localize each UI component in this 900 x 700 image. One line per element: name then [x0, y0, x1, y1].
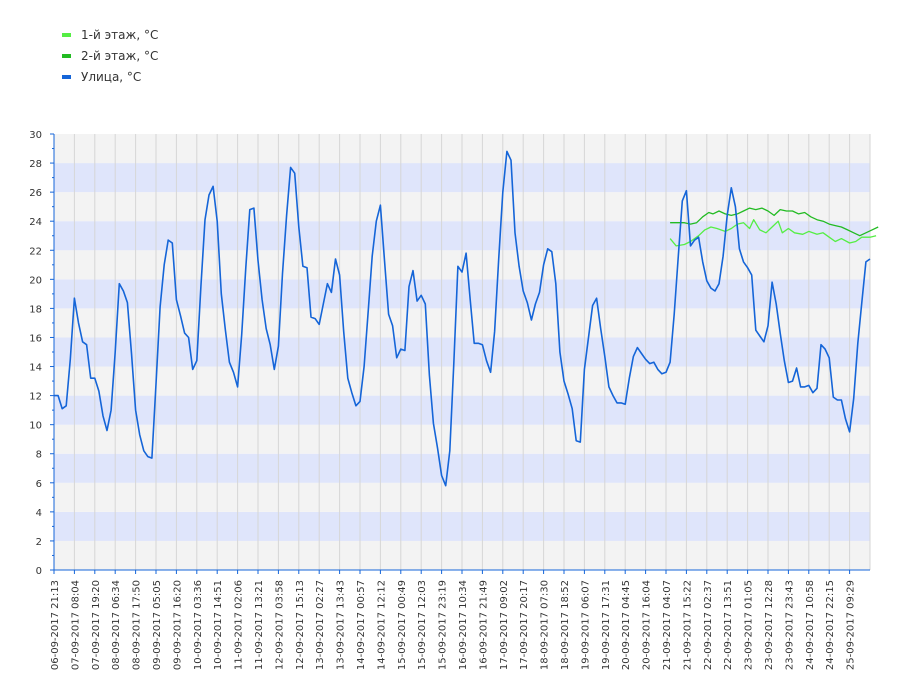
y-tick-label: 12	[29, 392, 42, 403]
x-tick-label: 18-09-2017 18:52	[560, 580, 571, 670]
x-tick-label: 24-09-2017 10:58	[805, 580, 816, 670]
x-tick-label: 11-09-2017 13:21	[254, 580, 265, 670]
series-line-street	[54, 150, 871, 487]
series-line-floor1	[669, 219, 877, 247]
y-tick-label: 8	[36, 450, 42, 461]
legend-item-floor2[interactable]: 2-й этаж, °C	[62, 45, 158, 66]
x-tick-label: 24-09-2017 22:15	[825, 580, 836, 670]
x-tick-label: 19-09-2017 17:31	[601, 580, 612, 670]
y-tick-label: 10	[29, 421, 42, 432]
x-tick-label: 10-09-2017 14:51	[213, 580, 224, 670]
y-tick-label: 22	[29, 246, 42, 257]
legend-swatch-floor1	[62, 32, 71, 37]
x-tick-label: 08-09-2017 06:34	[111, 580, 122, 670]
y-tick-label: 14	[29, 363, 42, 374]
x-tick-label: 19-09-2017 06:07	[580, 580, 591, 670]
x-tick-label: 23-09-2017 01:05	[744, 580, 755, 670]
vertical-gridlines	[53, 134, 871, 570]
x-tick-label: 21-09-2017 04:07	[662, 580, 673, 670]
x-tick-label: 16-09-2017 21:49	[478, 580, 489, 670]
legend-swatch-street	[62, 74, 71, 79]
y-tick-label: 24	[29, 217, 42, 228]
x-tick-label: 20-09-2017 04:45	[621, 580, 632, 670]
legend-label-floor2: 2-й этаж, °C	[81, 48, 159, 63]
x-axis-ticks: 06-09-2017 21:13 07-09-2017 08:04 07-09-20…	[50, 570, 857, 670]
x-tick-label: 13-09-2017 13:43	[336, 580, 347, 670]
y-tick-label: 2	[36, 537, 42, 548]
x-tick-label: 20-09-2017 16:04	[642, 580, 653, 670]
x-tick-label: 14-09-2017 00:57	[356, 580, 367, 670]
x-tick-label: 22-09-2017 02:37	[703, 580, 714, 670]
legend-swatch-floor2	[62, 53, 71, 58]
x-tick-label: 10-09-2017 03:36	[193, 580, 204, 670]
x-tick-label: 08-09-2017 17:50	[132, 580, 143, 670]
y-tick-label: 20	[29, 275, 42, 286]
y-tick-label: 26	[29, 188, 42, 199]
legend-label-street: Улица, °C	[81, 69, 142, 84]
legend-label-floor1: 1-й этаж, °C	[81, 27, 159, 42]
x-tick-label: 15-09-2017 00:49	[397, 580, 408, 670]
x-tick-label: 06-09-2017 21:13	[50, 580, 61, 670]
y-tick-label: 28	[29, 159, 42, 170]
x-tick-label: 23-09-2017 12:28	[764, 580, 775, 670]
x-tick-label: 17-09-2017 09:02	[499, 580, 510, 670]
x-tick-label: 15-09-2017 12:03	[417, 580, 428, 670]
x-tick-label: 15-09-2017 23:19	[438, 580, 449, 670]
x-tick-label: 14-09-2017 12:12	[376, 580, 387, 670]
y-tick-label: 6	[36, 479, 42, 490]
x-tick-label: 07-09-2017 19:20	[91, 580, 102, 670]
x-tick-label: 18-09-2017 07:30	[540, 580, 551, 670]
x-tick-label: 25-09-2017 09:29	[846, 580, 857, 670]
x-tick-label: 16-09-2017 10:34	[458, 580, 469, 670]
y-tick-label: 0	[36, 566, 42, 577]
legend: 1-й этаж, °C 2-й этаж, °C Улица, °C	[62, 24, 158, 87]
x-tick-label: 22-09-2017 13:51	[723, 580, 734, 670]
y-tick-label: 30	[29, 130, 42, 141]
x-tick-label: 07-09-2017 08:04	[70, 580, 81, 670]
x-tick-label: 21-09-2017 15:22	[682, 580, 693, 670]
legend-item-floor1[interactable]: 1-й этаж, °C	[62, 24, 158, 45]
x-tick-label: 17-09-2017 20:17	[519, 580, 530, 670]
series-lines	[54, 150, 879, 487]
x-tick-label: 12-09-2017 03:58	[274, 580, 285, 670]
x-tick-label: 12-09-2017 15:13	[295, 580, 306, 670]
series-line-floor2	[670, 207, 879, 237]
x-tick-label: 13-09-2017 02:27	[315, 580, 326, 670]
x-tick-label: 09-09-2017 05:05	[152, 580, 163, 670]
y-tick-label: 18	[29, 304, 42, 315]
y-tick-label: 4	[36, 508, 42, 519]
legend-item-street[interactable]: Улица, °C	[62, 66, 158, 87]
x-tick-label: 23-09-2017 23:43	[784, 580, 795, 670]
y-tick-label: 16	[29, 333, 42, 344]
x-tick-label: 09-09-2017 16:20	[172, 580, 183, 670]
x-tick-label: 11-09-2017 02:06	[234, 580, 245, 670]
